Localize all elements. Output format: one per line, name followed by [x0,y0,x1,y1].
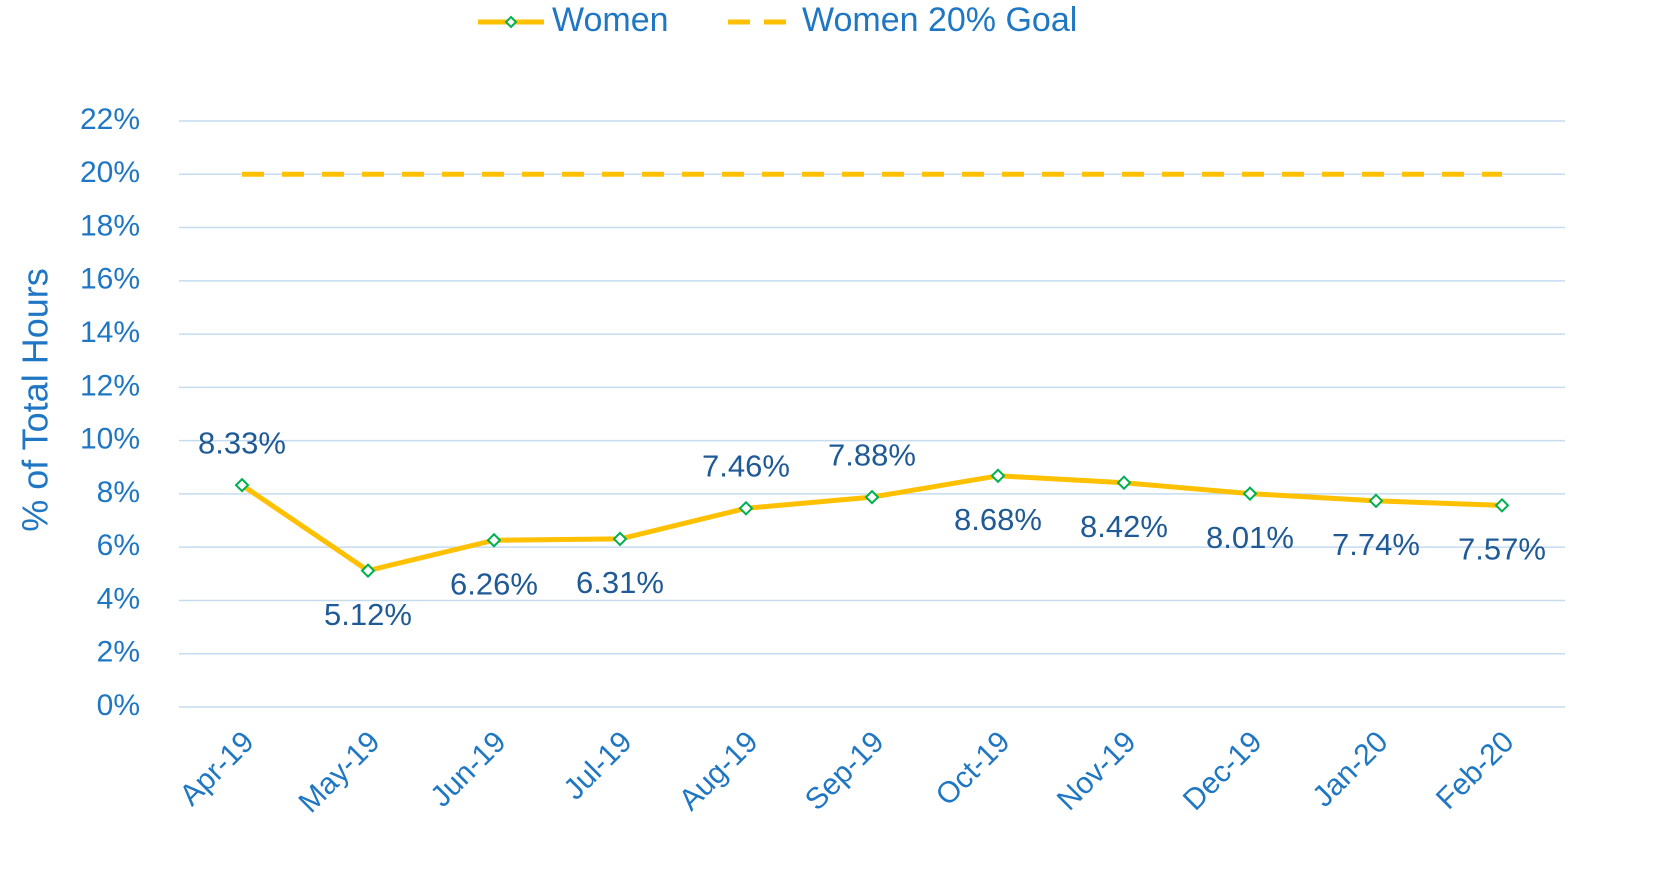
y-tick-label: 4% [97,582,140,615]
y-tick-label: 20% [80,156,140,189]
point-marker [1242,486,1258,502]
y-tick-label: 18% [80,209,140,242]
x-tick-label: Dec-19 [1177,725,1269,817]
y-tick-label: 2% [97,636,140,669]
y-tick-label: 22% [80,103,140,136]
y-tick-label: 8% [97,476,140,509]
point-marker [234,477,250,493]
data-label: 6.26% [450,566,538,601]
legend-label: Women 20% Goal [802,1,1077,39]
x-tick-label: Feb-20 [1430,725,1521,816]
point-marker [360,563,376,579]
y-tick-label: 6% [97,529,140,562]
point-marker [612,531,628,547]
y-tick-label: 14% [80,316,140,349]
point-marker [990,468,1006,484]
x-tick-label: Sep-19 [799,725,891,817]
data-label: 8.68% [954,502,1042,537]
data-label: 7.88% [828,437,916,472]
data-label: 7.57% [1458,532,1546,567]
data-label: 6.31% [576,565,664,600]
y-axis-title: % of Total Hours [15,268,56,531]
x-tick-label: Nov-19 [1051,725,1143,817]
point-marker [1494,497,1510,513]
data-label: 8.42% [1080,509,1168,544]
point-marker [1368,493,1384,509]
point-marker [738,500,754,516]
point-marker [486,532,502,548]
legend-label: Women [552,1,669,39]
x-tick-label: Jan-20 [1306,725,1394,813]
point-marker [1116,475,1132,491]
x-tick-label: Apr-19 [174,725,261,812]
data-label: 7.74% [1332,527,1420,562]
y-tick-label: 0% [97,689,140,722]
x-tick-label: Oct-19 [930,725,1017,812]
x-tick-label: Jun-19 [424,725,512,813]
x-tick-label: Aug-19 [673,725,765,817]
y-tick-label: 16% [80,263,140,296]
point-marker [864,489,880,505]
y-tick-label: 12% [80,369,140,402]
x-tick-label: Jul-19 [557,725,638,806]
data-label: 7.46% [702,448,790,483]
y-tick-label: 10% [80,423,140,456]
data-label: 8.01% [1206,520,1294,555]
data-label: 8.33% [198,425,286,460]
data-label: 5.12% [324,597,412,632]
x-tick-label: May-19 [292,725,386,819]
legend-marker [504,15,518,29]
